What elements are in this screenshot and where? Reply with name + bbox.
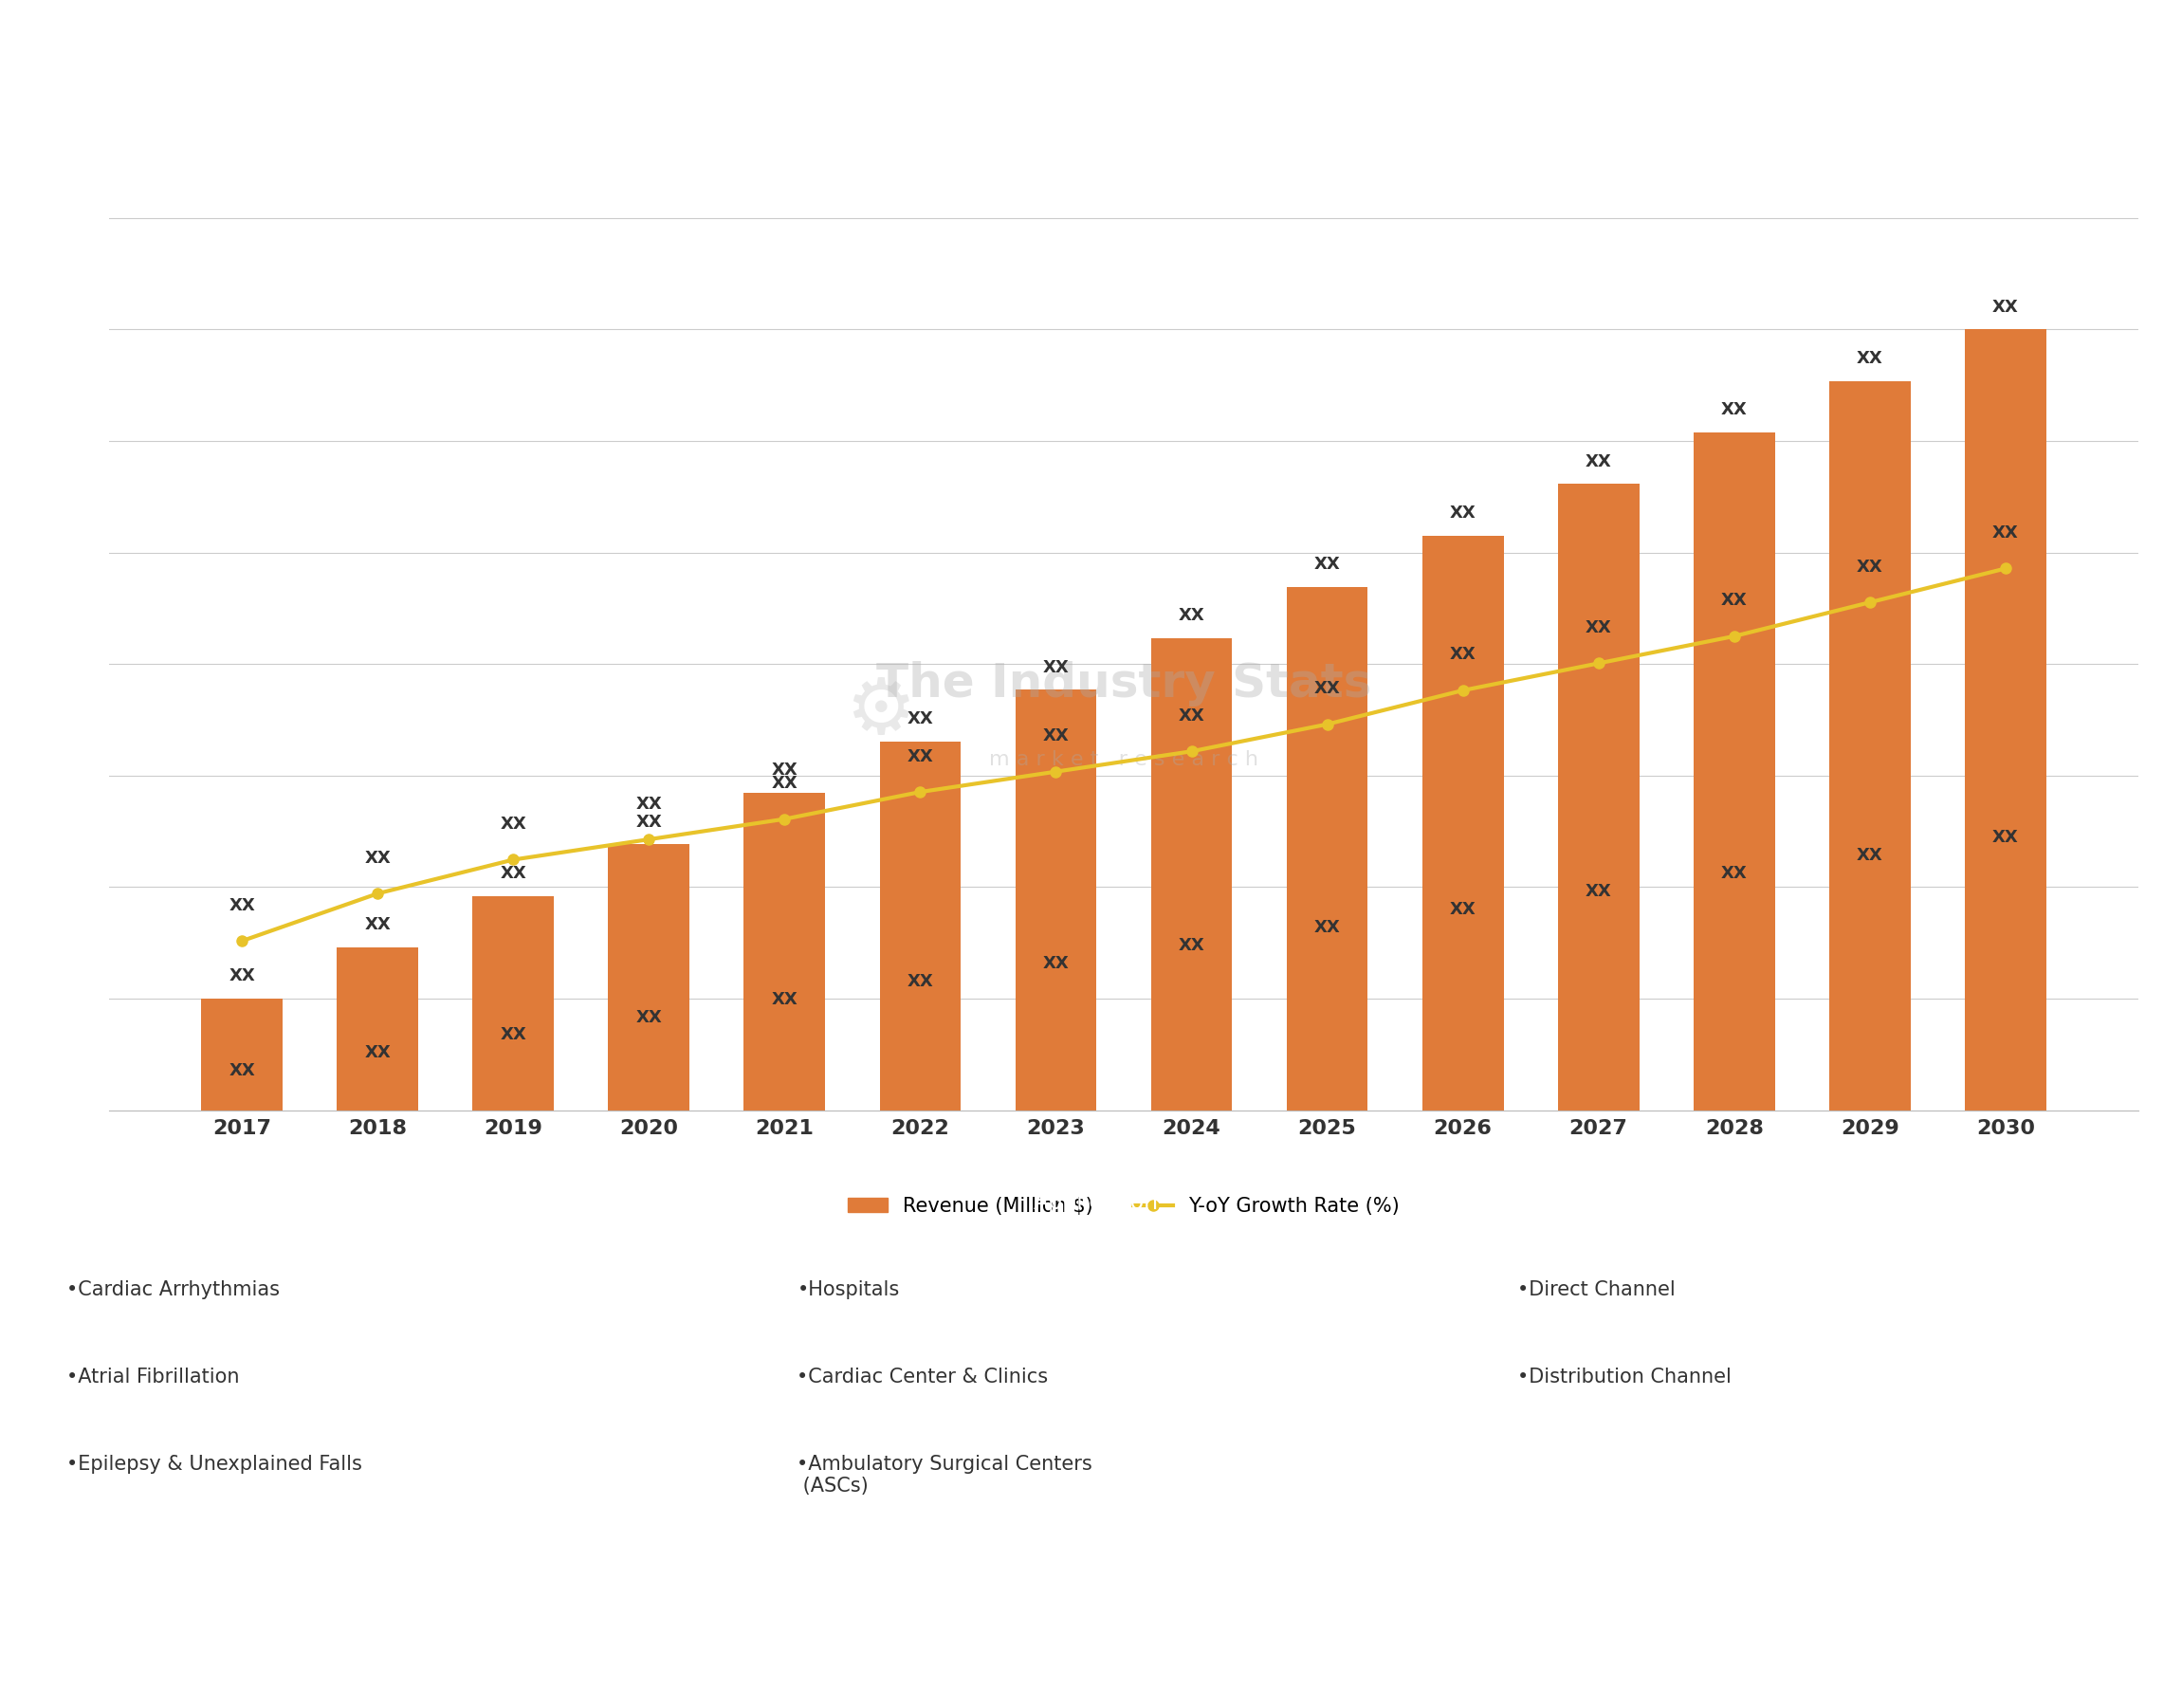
Text: XX: XX [1178,707,1204,724]
Text: Product Types: Product Types [288,1190,443,1214]
Bar [1423,535,1503,1110]
Text: ⚙: ⚙ [844,673,916,750]
Bar [1558,483,1639,1110]
Text: XX: XX [1314,680,1340,697]
Text: XX: XX [1043,728,1069,745]
Bar [1829,381,1911,1110]
Text: •Hospitals: •Hospitals [796,1281,899,1300]
Text: XX: XX [1722,593,1748,610]
Text: XX: XX [1586,453,1612,470]
Text: XX: XX [1178,608,1204,625]
Bar [201,999,284,1110]
Bar [1150,639,1233,1110]
Text: XX: XX [364,915,391,933]
Text: •Epilepsy & Unexplained Falls: •Epilepsy & Unexplained Falls [65,1455,362,1474]
Text: XX: XX [908,711,934,728]
Text: XX: XX [1449,504,1475,521]
Bar [879,741,960,1110]
Text: XX: XX [500,815,526,832]
Text: XX: XX [1178,936,1204,953]
Text: XX: XX [772,762,799,779]
Text: Source: Theindustrystats Analysis: Source: Theindustrystats Analysis [44,1623,399,1640]
Text: XX: XX [1722,864,1748,881]
Bar [1287,588,1368,1110]
Bar [1964,330,2047,1110]
Legend: Revenue (Million $), Y-oY Growth Rate (%): Revenue (Million $), Y-oY Growth Rate (%… [840,1189,1407,1223]
Text: XX: XX [1857,847,1883,864]
Text: XX: XX [1992,524,2018,541]
Text: •Cardiac Arrhythmias: •Cardiac Arrhythmias [65,1281,279,1300]
Text: XX: XX [772,775,799,793]
Text: Fig. Global Implantable Cardiac Monitor (ICM) Market Status and Outlook: Fig. Global Implantable Cardiac Monitor … [26,51,1222,80]
Text: XX: XX [908,972,934,989]
Text: XX: XX [1314,919,1340,936]
Text: •Cardiac Center & Clinics: •Cardiac Center & Clinics [796,1368,1047,1387]
Text: Website: www.theindustrystats.com: Website: www.theindustrystats.com [1759,1623,2138,1640]
Text: XX: XX [1043,659,1069,676]
Text: XX: XX [1857,350,1883,367]
Text: XX: XX [1314,555,1340,572]
Text: XX: XX [229,897,255,914]
Text: XX: XX [635,796,661,813]
Text: XX: XX [229,968,255,986]
Text: •Direct Channel: •Direct Channel [1516,1281,1676,1300]
Text: •Distribution Channel: •Distribution Channel [1516,1368,1730,1387]
Text: XX: XX [635,813,661,830]
Bar [744,793,825,1110]
Text: The Industry Stats: The Industry Stats [875,661,1372,707]
Text: XX: XX [1449,646,1475,663]
Text: XX: XX [1586,883,1612,900]
Text: Email: sales@theindustrystats.com: Email: sales@theindustrystats.com [908,1623,1274,1640]
Bar [1015,690,1098,1110]
Text: XX: XX [635,1009,661,1027]
Text: XX: XX [772,991,799,1008]
Text: XX: XX [1857,559,1883,576]
Bar [336,948,419,1110]
Text: XX: XX [908,748,934,765]
Text: XX: XX [364,849,391,866]
Text: m a r k e t   r e s e a r c h: m a r k e t r e s e a r c h [988,750,1259,769]
Text: XX: XX [1586,620,1612,637]
Text: XX: XX [500,1027,526,1044]
Text: Sales Channels: Sales Channels [1730,1190,1903,1214]
Text: •Ambulatory Surgical Centers
 (ASCs): •Ambulatory Surgical Centers (ASCs) [796,1455,1093,1496]
Text: XX: XX [1043,955,1069,972]
Bar [473,895,554,1110]
Text: XX: XX [229,1062,255,1079]
Text: XX: XX [1992,299,2018,316]
Text: XX: XX [500,864,526,881]
Text: Application: Application [1034,1190,1159,1214]
Text: XX: XX [1449,900,1475,917]
Bar [609,844,690,1110]
Text: XX: XX [364,1045,391,1062]
Text: XX: XX [1722,401,1748,418]
Bar [1693,432,1774,1110]
Text: XX: XX [1992,828,2018,845]
Text: •Atrial Fibrillation: •Atrial Fibrillation [65,1368,240,1387]
